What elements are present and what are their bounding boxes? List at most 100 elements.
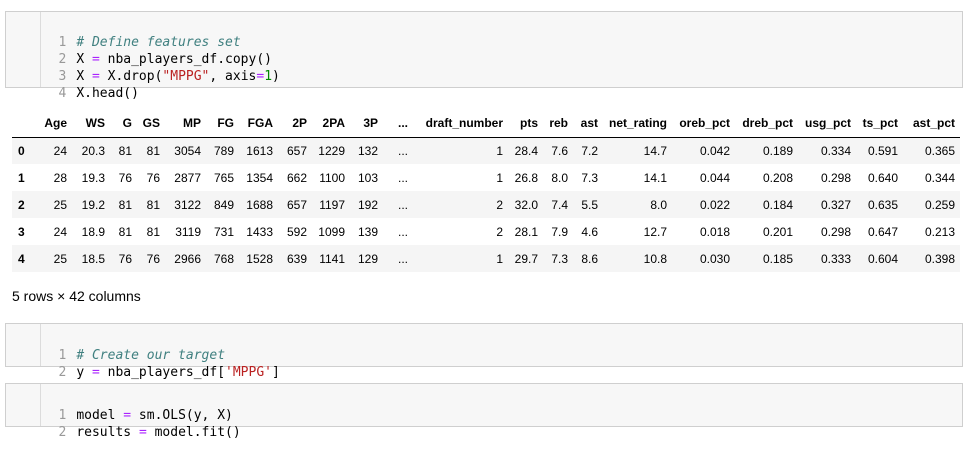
row-index: 0 — [18, 143, 25, 158]
code-operator: = — [91, 365, 100, 380]
table-cell: 32.0 — [514, 197, 538, 212]
table-cell: 0.604 — [867, 251, 898, 266]
column-header: draft_number — [413, 110, 508, 138]
table-cell: 1100 — [319, 170, 345, 185]
code-token: nba_players_df.copy() — [99, 52, 272, 67]
table-cell: 3119 — [175, 224, 201, 239]
code-string: "MPPG" — [162, 69, 210, 84]
table-cell: 76 — [118, 251, 132, 266]
code-token: ] — [272, 365, 280, 380]
table-cell: 7.3 — [581, 170, 598, 185]
table-cell: 26.8 — [514, 170, 538, 185]
code-comment: # Create our target — [76, 348, 226, 363]
column-header: usg_pct — [798, 110, 856, 138]
table-cell: 0.184 — [762, 197, 793, 212]
table-cell: 0.334 — [820, 143, 851, 158]
table-cell: 76 — [118, 170, 132, 185]
column-header: net_rating — [603, 110, 672, 138]
code-operator: = — [138, 425, 147, 440]
table-cell: 2 — [496, 197, 503, 212]
line-number: 2 — [58, 425, 67, 440]
table-row: 0 24 20.3 81 81 3054 789 1613 657 1229 132... 1 28.4… — [12, 137, 960, 164]
table-cell: 19.2 — [81, 197, 105, 212]
table-cell: 789 — [213, 143, 234, 158]
code-operator: = — [91, 52, 100, 67]
row-index: 2 — [18, 197, 25, 212]
code-line: 2 results = model.fit() — [6, 407, 240, 440]
table-cell: 14.1 — [643, 170, 667, 185]
code-line: 1 # Define features set — [6, 17, 240, 50]
table-cell: 19.3 — [81, 170, 105, 185]
table-row: 4 25 18.5 76 76 2966 768 1528 639 1141 129... 1 29.7… — [12, 245, 960, 272]
code-operator: = — [123, 408, 132, 423]
column-header: oreb_pct — [672, 110, 735, 138]
table-cell: 5.5 — [581, 197, 598, 212]
code-operator: = — [256, 69, 265, 84]
table-cell: 0.042 — [699, 143, 730, 158]
table-cell: 1 — [496, 143, 503, 158]
table-cell: 1688 — [246, 197, 273, 212]
table-cell: 592 — [286, 224, 307, 239]
table-cell: 1197 — [319, 197, 345, 212]
code-token: y — [76, 365, 92, 380]
table-cell: 765 — [213, 170, 234, 185]
code-line: 1 # Create our target — [6, 330, 225, 363]
table-cell: 139 — [357, 224, 378, 239]
column-header: G — [110, 110, 137, 138]
column-header: ts_pct — [856, 110, 903, 138]
table-row: 1 28 19.3 76 76 2877 765 1354 662 1100 103... 1 26.8… — [12, 164, 960, 191]
column-header: FG — [206, 110, 239, 138]
table-cell: 0.022 — [699, 197, 730, 212]
gutter-divider — [40, 324, 41, 366]
dataframe-shape: 5 rows × 42 columns — [12, 288, 141, 304]
table-cell: 1613 — [246, 143, 273, 158]
code-cell-model[interactable]: 1 model = sm.OLS(y, X) 2 results = model.f… — [5, 383, 963, 440]
column-header — [12, 110, 34, 138]
table-cell: 7.3 — [551, 251, 568, 266]
code-token: nba_players_df[ — [99, 365, 226, 380]
code-number: 1 — [264, 69, 273, 84]
table-cell: 24 — [53, 143, 67, 158]
table-cell: 28.1 — [514, 224, 538, 239]
table-cell: ... — [397, 224, 408, 239]
table-cell: 731 — [213, 224, 234, 239]
table-cell: 657 — [286, 197, 307, 212]
table-cell: 81 — [146, 224, 160, 239]
table-header-row: Age WS G GS MP FG FGA 2P 2PA 3P... draft_number pts… — [12, 110, 960, 138]
table-cell: 662 — [286, 170, 307, 185]
table-cell: 7.9 — [551, 224, 568, 239]
code-comment: # Define features set — [76, 35, 241, 50]
table-cell: 0.018 — [699, 224, 730, 239]
table-cell: ... — [397, 251, 408, 266]
cell-output: Age WS G GS MP FG FGA 2P 2PA 3P... draft_number pts… — [12, 110, 960, 272]
column-header: ast — [573, 110, 603, 138]
table-cell: 1099 — [318, 224, 345, 239]
column-header: 2PA — [312, 110, 350, 138]
table-cell: 1229 — [318, 143, 345, 158]
table-cell: 1 — [496, 170, 503, 185]
table-cell: 76 — [146, 170, 160, 185]
column-header: GS — [137, 110, 165, 138]
table-cell: 1433 — [246, 224, 273, 239]
table-cell: 4.6 — [581, 224, 598, 239]
column-header: reb — [543, 110, 573, 138]
code-operator: = — [91, 69, 100, 84]
table-cell: 0.327 — [820, 197, 851, 212]
code-token: results — [76, 425, 139, 440]
table-cell: 7.6 — [551, 143, 568, 158]
table-cell: 81 — [118, 224, 132, 239]
code-token: , axis — [209, 69, 257, 84]
table-cell: 0.213 — [924, 224, 955, 239]
column-header: ast_pct — [903, 110, 960, 138]
column-header: ... — [383, 110, 413, 138]
code-token: model.fit() — [146, 425, 241, 440]
table-cell: ... — [397, 170, 408, 185]
code-token: sm.OLS(y, X) — [131, 408, 233, 423]
table-cell: 20.3 — [81, 143, 105, 158]
line-number: 3 — [58, 69, 67, 84]
table-cell: 1 — [496, 251, 503, 266]
table-cell: 76 — [146, 251, 160, 266]
